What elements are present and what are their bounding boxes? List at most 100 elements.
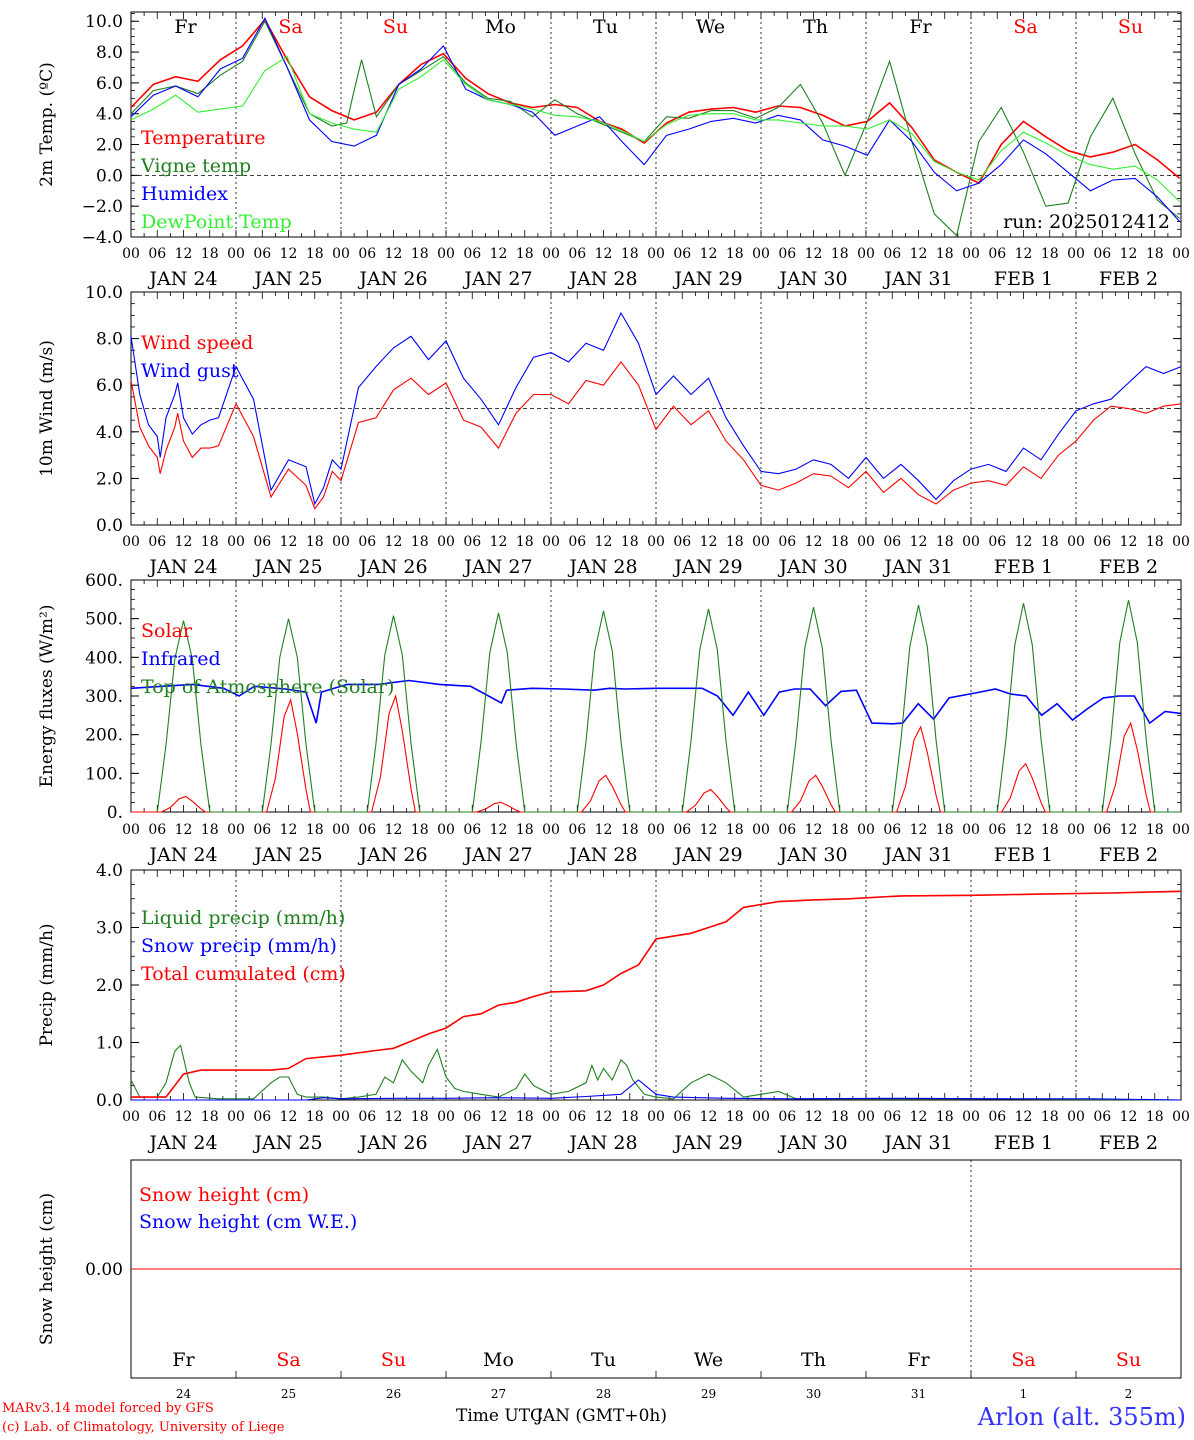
hour-label: 06 <box>988 534 1006 550</box>
date-label: JAN 31 <box>882 1132 952 1154</box>
y-tick-label: 0. <box>107 803 123 823</box>
hour-label: 18 <box>1041 822 1059 838</box>
date-label: JAN 29 <box>672 844 742 866</box>
hour-label: 18 <box>411 534 429 550</box>
hour-label: 12 <box>280 1109 298 1125</box>
hour-label: 06 <box>358 822 376 838</box>
hour-label: 00 <box>647 1109 665 1125</box>
hour-label: 12 <box>385 822 403 838</box>
hour-label: 12 <box>490 822 508 838</box>
weekday-label: Mo <box>483 1349 514 1371</box>
hour-label: 00 <box>437 1109 455 1125</box>
y-tick-label: 0.0 <box>96 516 123 536</box>
day-number-label: 27 <box>491 1387 506 1401</box>
hour-label: 00 <box>227 246 245 262</box>
date-label: JAN 28 <box>567 268 637 290</box>
y-tick-label: 300. <box>85 687 123 707</box>
date-label: JAN 24 <box>147 268 217 290</box>
y-tick-label: 3.0 <box>96 919 123 939</box>
weekday-label: Sa <box>278 16 302 38</box>
y-tick-label: 100. <box>85 764 123 784</box>
hour-label: 12 <box>1015 1109 1033 1125</box>
hour-label: 00 <box>122 246 140 262</box>
hour-label: 12 <box>1015 246 1033 262</box>
legend-entry: Solar <box>141 620 193 642</box>
date-label: JAN 29 <box>672 268 742 290</box>
date-label: FEB 1 <box>994 1132 1053 1154</box>
hour-label: 12 <box>910 534 928 550</box>
y-tick-label: 0.0 <box>96 1091 123 1111</box>
hour-label: 06 <box>568 534 586 550</box>
hour-label: 18 <box>621 534 639 550</box>
hour-label: 00 <box>647 534 665 550</box>
hour-label: 06 <box>253 1109 271 1125</box>
hour-label: 00 <box>332 822 350 838</box>
hour-label: 18 <box>411 246 429 262</box>
legend-entry: Infrared <box>141 648 221 670</box>
y-axis-label: Energy fluxes (W/m²) <box>37 605 57 788</box>
legend-entry: Vigne temp <box>140 155 251 177</box>
hour-label: 06 <box>358 534 376 550</box>
hour-label: 12 <box>1015 534 1033 550</box>
run-annotation: run: 2025012412 <box>1003 211 1170 233</box>
hour-label: 06 <box>883 1109 901 1125</box>
hour-label: 00 <box>857 822 875 838</box>
day-number-label: 2 <box>1125 1387 1133 1401</box>
hour-label: 06 <box>253 822 271 838</box>
day-number-label: 29 <box>701 1387 716 1401</box>
hour-label: 12 <box>595 246 613 262</box>
hour-label: 06 <box>778 822 796 838</box>
hour-label: 00 <box>122 1109 140 1125</box>
hour-label: 12 <box>1120 1109 1138 1125</box>
hour-label: 00 <box>332 534 350 550</box>
hour-label: 00 <box>962 1109 980 1125</box>
hour-label: 06 <box>778 246 796 262</box>
day-number-label: 30 <box>806 1387 821 1401</box>
hour-label: 18 <box>726 534 744 550</box>
hour-label: 12 <box>385 1109 403 1125</box>
hour-label: 18 <box>1041 246 1059 262</box>
hour-label: 18 <box>516 534 534 550</box>
hour-label: 00 <box>857 246 875 262</box>
day-number-label: 25 <box>281 1387 296 1401</box>
hour-label: 18 <box>936 822 954 838</box>
hour-label: 00 <box>227 1109 245 1125</box>
hour-label: 00 <box>1172 246 1190 262</box>
y-axis-label: 2m Temp. (ºC) <box>37 62 57 187</box>
date-label: JAN 28 <box>567 844 637 866</box>
hour-label: 18 <box>936 246 954 262</box>
station-name: Arlon (alt. 355m) <box>977 1403 1186 1431</box>
y-tick-label: 2.0 <box>96 976 123 996</box>
timezone-label: JAN (GMT+0h) <box>536 1406 667 1426</box>
hour-label: 12 <box>385 534 403 550</box>
y-tick-label: 0.00 <box>85 1260 123 1280</box>
hour-label: 12 <box>700 534 718 550</box>
hour-label: 18 <box>831 534 849 550</box>
series-line-dewpoint-temp <box>130 55 1181 202</box>
hour-label: 06 <box>253 534 271 550</box>
series-line-infrared <box>130 679 1181 725</box>
hour-label: 12 <box>1015 822 1033 838</box>
hour-label: 12 <box>490 1109 508 1125</box>
series-line-humidex <box>130 16 1181 222</box>
model-credit-line: MARv3.14 model forced by GFS <box>2 1401 214 1416</box>
hour-label: 12 <box>700 822 718 838</box>
hour-label: 00 <box>752 1109 770 1125</box>
hour-label: 18 <box>306 822 324 838</box>
hour-label: 00 <box>1067 822 1085 838</box>
hour-label: 00 <box>962 246 980 262</box>
date-label: JAN 26 <box>357 1132 427 1154</box>
hour-label: 18 <box>516 1109 534 1125</box>
hour-label: 06 <box>1093 534 1111 550</box>
hour-label: 06 <box>673 822 691 838</box>
y-tick-label: 10.0 <box>85 12 123 32</box>
hour-label: 18 <box>621 246 639 262</box>
hour-label: 12 <box>385 246 403 262</box>
hour-label: 18 <box>516 246 534 262</box>
hour-label: 00 <box>437 822 455 838</box>
date-label: JAN 31 <box>882 556 952 578</box>
date-label: JAN 30 <box>777 844 847 866</box>
hour-label: 06 <box>883 822 901 838</box>
hour-label: 06 <box>253 246 271 262</box>
date-label: JAN 26 <box>357 268 427 290</box>
